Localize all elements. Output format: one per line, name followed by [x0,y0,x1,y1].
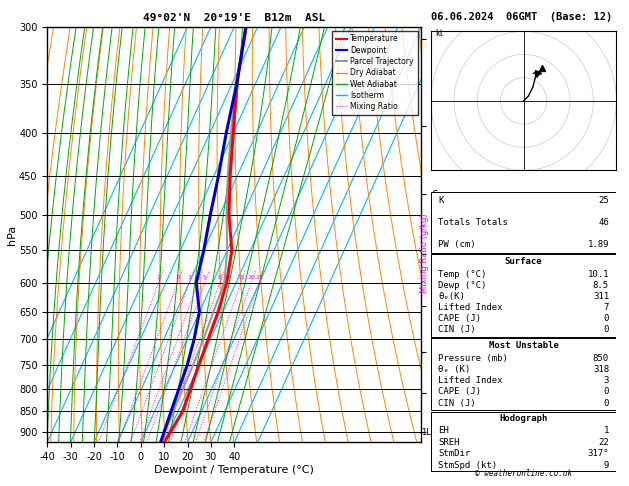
Text: 25: 25 [255,276,263,280]
Y-axis label: hPa: hPa [8,225,18,244]
Text: 10: 10 [223,276,231,280]
Text: 25: 25 [598,196,609,205]
Text: CIN (J): CIN (J) [438,399,476,408]
Text: CIN (J): CIN (J) [438,325,476,334]
Text: CAPE (J): CAPE (J) [438,387,481,397]
Text: kt: kt [435,29,443,38]
Text: 3: 3 [604,376,609,385]
Bar [431,192,616,253]
Text: 20: 20 [247,276,255,280]
Legend: Temperature, Dewpoint, Parcel Trajectory, Dry Adiabat, Wet Adiabat, Isotherm, Mi: Temperature, Dewpoint, Parcel Trajectory… [332,31,418,115]
Text: Hodograph: Hodograph [499,415,548,423]
Text: 318: 318 [593,365,609,374]
Text: 5: 5 [203,276,207,280]
Text: 4: 4 [196,276,200,280]
Text: EH: EH [438,426,449,435]
Text: Surface: Surface [505,257,542,266]
Text: Mixing Ratio (g/kg): Mixing Ratio (g/kg) [420,213,429,293]
Text: 1: 1 [604,426,609,435]
Text: 311: 311 [593,292,609,301]
Text: 9: 9 [604,461,609,470]
Text: SREH: SREH [438,437,460,447]
Title: 49°02'N  20°19'E  B12m  ASL: 49°02'N 20°19'E B12m ASL [143,13,325,23]
Text: θₑ (K): θₑ (K) [438,365,470,374]
Text: 10.1: 10.1 [587,270,609,279]
Text: 0: 0 [604,399,609,408]
Text: CAPE (J): CAPE (J) [438,314,481,323]
Text: 8.5: 8.5 [593,281,609,290]
Text: 15: 15 [237,276,245,280]
Text: Lifted Index: Lifted Index [438,303,503,312]
Text: 850: 850 [593,354,609,363]
Text: Most Unstable: Most Unstable [489,341,559,350]
Text: StmSpd (kt): StmSpd (kt) [438,461,498,470]
Text: 46: 46 [598,218,609,227]
Text: 8: 8 [218,276,222,280]
X-axis label: Dewpoint / Temperature (°C): Dewpoint / Temperature (°C) [154,465,314,475]
Bar [431,254,616,336]
Text: θₑ(K): θₑ(K) [438,292,465,301]
Text: 1: 1 [157,276,160,280]
Text: Totals Totals: Totals Totals [438,218,508,227]
Text: PW (cm): PW (cm) [438,240,476,248]
Text: 0: 0 [604,387,609,397]
Text: Temp (°C): Temp (°C) [438,270,487,279]
Text: 1LCL: 1LCL [421,428,442,436]
Text: 2: 2 [175,276,180,280]
Text: Lifted Index: Lifted Index [438,376,503,385]
Bar [431,338,616,410]
Text: Dewp (°C): Dewp (°C) [438,281,487,290]
Text: K: K [438,196,443,205]
Text: 0: 0 [604,314,609,323]
Text: 0: 0 [604,325,609,334]
Text: 06.06.2024  06GMT  (Base: 12): 06.06.2024 06GMT (Base: 12) [431,12,612,22]
Text: 7: 7 [604,303,609,312]
Text: © weatheronline.co.uk: © weatheronline.co.uk [475,469,572,478]
Text: 22: 22 [598,437,609,447]
Text: 3: 3 [187,276,191,280]
Bar [431,412,616,471]
Text: 1.89: 1.89 [587,240,609,248]
Text: Pressure (mb): Pressure (mb) [438,354,508,363]
Y-axis label: km
ASL: km ASL [440,226,462,243]
Text: StmDir: StmDir [438,449,470,458]
Text: 317°: 317° [587,449,609,458]
